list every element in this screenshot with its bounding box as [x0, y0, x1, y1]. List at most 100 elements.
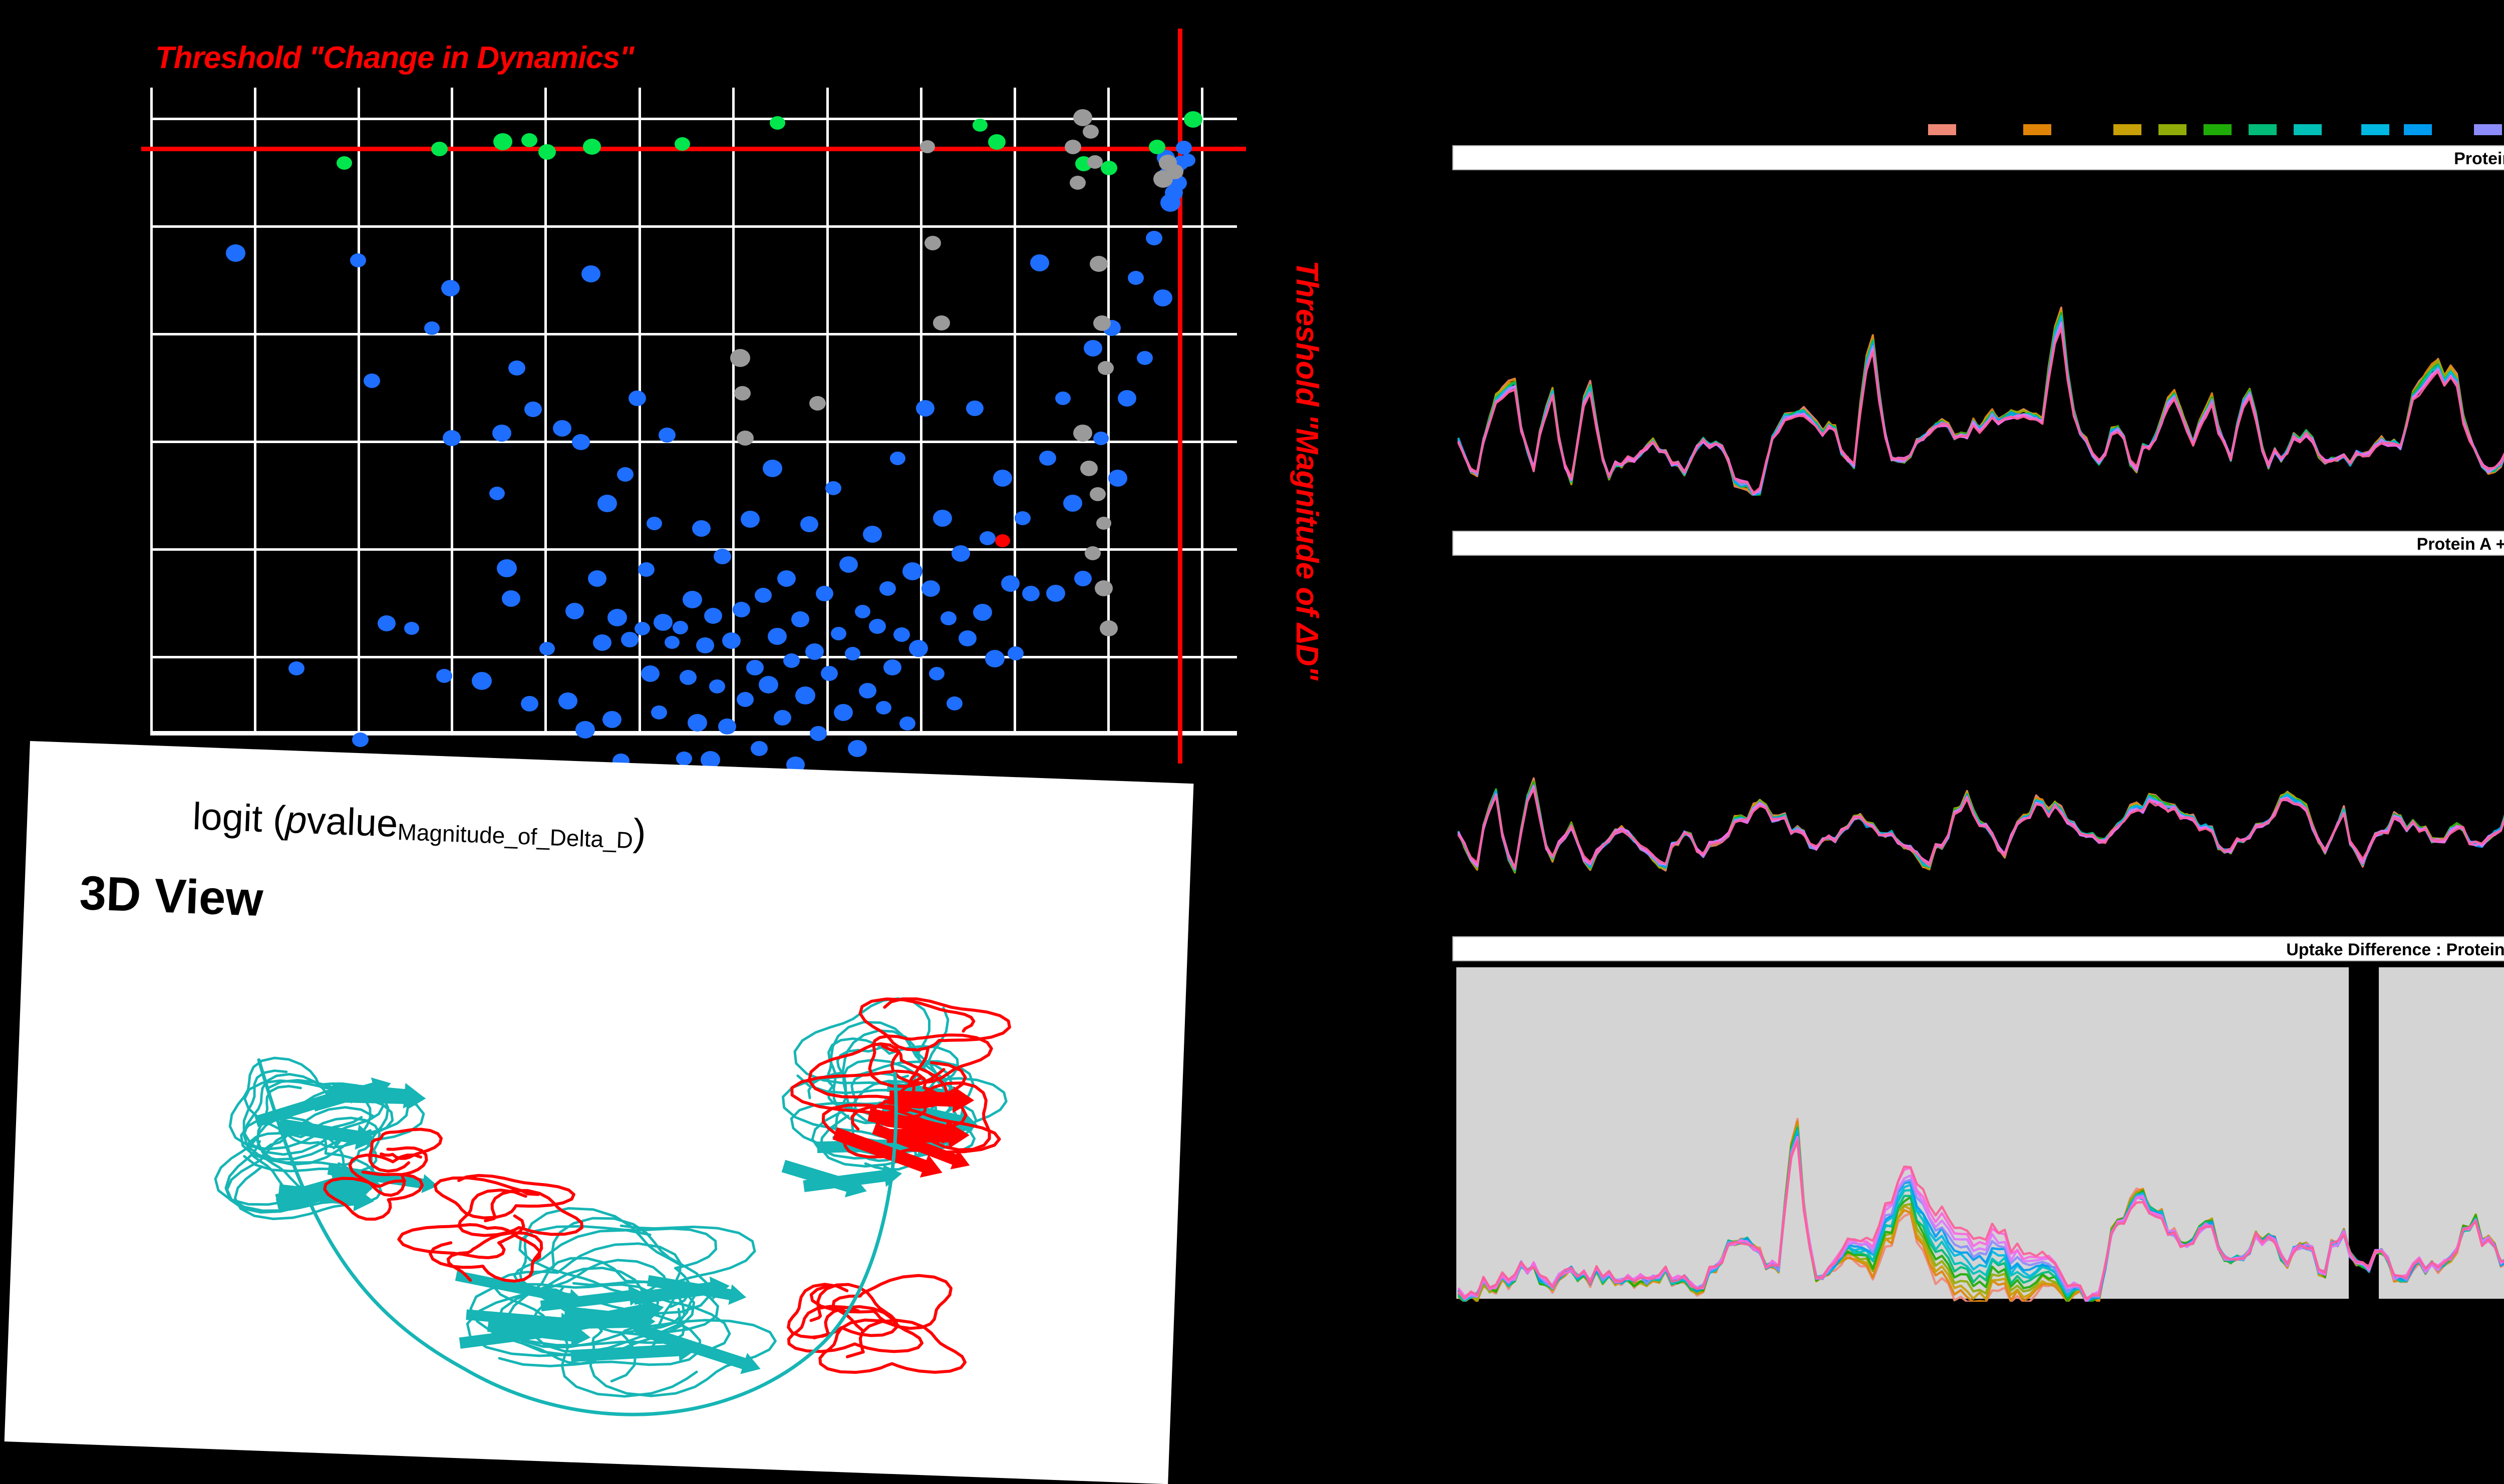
scatter-point[interactable] [920, 140, 935, 153]
data-series-line-7[interactable] [1457, 745, 2504, 871]
scatter-point[interactable] [508, 360, 525, 376]
scatter-point[interactable] [350, 253, 366, 267]
scatter-point[interactable] [722, 632, 741, 649]
scatter-point[interactable] [602, 711, 621, 728]
scatter-point[interactable] [1176, 141, 1192, 155]
scatter-point[interactable] [737, 692, 754, 707]
scatter-point[interactable] [1098, 361, 1114, 375]
scatter-point[interactable] [854, 604, 870, 618]
scatter-point[interactable] [741, 511, 760, 528]
scatter-point[interactable] [1080, 460, 1098, 476]
scatter-point[interactable] [858, 682, 876, 698]
scatter-point[interactable] [1108, 470, 1127, 487]
scatter-point[interactable] [616, 467, 634, 482]
scatter-point[interactable] [1100, 620, 1118, 636]
scatter-point[interactable] [889, 451, 905, 465]
scatter-plot-wrapper[interactable]: Threshold "Change in Dynamics" Threshold… [141, 29, 1324, 1142]
scatter-point[interactable] [762, 459, 782, 477]
data-series-line-6[interactable] [1457, 315, 2504, 496]
scatter-point[interactable] [1117, 390, 1136, 407]
scatter-point[interactable] [815, 585, 833, 601]
scatter-point[interactable] [933, 510, 952, 527]
scatter-point[interactable] [732, 601, 750, 617]
scatter-point[interactable] [404, 622, 419, 635]
scatter-point[interactable] [572, 434, 590, 450]
scatter-point[interactable] [520, 695, 538, 711]
three-d-view-card[interactable]: logit (pvalueMagnitude_of_Delta_D) 3D Vi… [4, 741, 1194, 1484]
scatter-point[interactable] [687, 713, 707, 731]
scatter-point[interactable] [834, 704, 853, 721]
scatter-point[interactable] [1095, 580, 1113, 596]
scatter-point[interactable] [924, 235, 941, 250]
scatter-point[interactable] [524, 401, 542, 417]
scatter-point[interactable] [1046, 585, 1065, 602]
data-series-line-5[interactable] [1457, 740, 2504, 873]
legend-swatch-8[interactable] [2361, 124, 2389, 135]
scatter-point[interactable] [769, 116, 785, 130]
data-series-line-11[interactable] [1457, 751, 2504, 869]
scatter-plot[interactable] [141, 29, 1246, 1142]
uptake-panel-protein-a-ligand[interactable]: Protein A + Ligand [1452, 531, 2504, 881]
data-series-line-13[interactable] [1457, 1140, 2504, 1300]
scatter-point[interactable] [558, 692, 577, 709]
scatter-point[interactable] [682, 590, 702, 608]
data-series-line-13[interactable] [1457, 744, 2504, 869]
data-series-line-4[interactable] [1457, 741, 2504, 872]
scatter-point[interactable] [713, 548, 731, 564]
scatter-point[interactable] [552, 420, 571, 437]
legend-swatch-1[interactable] [1928, 124, 1956, 135]
scatter-point[interactable] [830, 626, 846, 640]
scatter-point[interactable] [737, 431, 754, 446]
scatter-point[interactable] [597, 494, 617, 512]
legend-swatch-3[interactable] [2113, 124, 2141, 135]
scatter-point[interactable] [1153, 170, 1173, 188]
scatter-point[interactable] [805, 643, 824, 660]
scatter-point[interactable] [336, 156, 352, 170]
scatter-point[interactable] [1090, 256, 1108, 272]
scatter-point[interactable] [659, 428, 676, 443]
scatter-point[interactable] [539, 641, 555, 655]
legend-swatch-7[interactable] [2294, 124, 2322, 135]
scatter-point[interactable] [587, 570, 606, 587]
scatter-point[interactable] [1008, 646, 1024, 660]
scatter-point[interactable] [704, 608, 722, 624]
scatter-point[interactable] [783, 653, 800, 668]
scatter-point[interactable] [800, 516, 818, 532]
scatter-point[interactable] [492, 425, 511, 442]
scatter-point[interactable] [352, 732, 369, 747]
scatter-point[interactable] [1148, 139, 1165, 154]
scatter-point[interactable] [646, 516, 662, 530]
line-chart-protein-a[interactable] [1452, 173, 2504, 496]
scatter-point[interactable] [436, 669, 452, 683]
scatter-point[interactable] [825, 481, 841, 495]
scatter-point[interactable] [1093, 315, 1111, 331]
scatter-point[interactable] [692, 520, 711, 537]
scatter-point[interactable] [947, 696, 963, 710]
scatter-point[interactable] [665, 636, 680, 649]
scatter-point[interactable] [928, 666, 945, 680]
scatter-point[interactable] [848, 740, 867, 757]
scatter-point[interactable] [1083, 339, 1102, 356]
scatter-point[interactable] [863, 526, 882, 543]
scatter-point[interactable] [1039, 451, 1056, 466]
data-series-line-7[interactable] [1457, 314, 2504, 496]
data-series-line-10[interactable] [1457, 320, 2504, 494]
scatter-point[interactable] [869, 619, 886, 634]
scatter-point[interactable] [378, 615, 396, 631]
scatter-point[interactable] [985, 649, 1005, 667]
threshold-line-vertical[interactable] [1178, 29, 1182, 764]
scatter-point[interactable] [674, 137, 690, 151]
scatter-point[interactable] [933, 315, 950, 330]
scatter-point[interactable] [899, 716, 915, 730]
scatter-point[interactable] [1090, 487, 1106, 501]
legend-swatch-10[interactable] [2474, 124, 2502, 135]
scatter-point[interactable] [628, 390, 646, 406]
scatter-point[interactable] [1030, 254, 1049, 271]
scatter-point[interactable] [966, 400, 984, 416]
data-series-line-11[interactable] [1457, 322, 2504, 496]
scatter-point[interactable] [1100, 160, 1117, 175]
plot-area-uptake-difference[interactable] [1452, 964, 2504, 1302]
scatter-point[interactable] [680, 670, 697, 685]
scatter-point[interactable] [730, 349, 750, 367]
scatter-point[interactable] [902, 562, 922, 580]
